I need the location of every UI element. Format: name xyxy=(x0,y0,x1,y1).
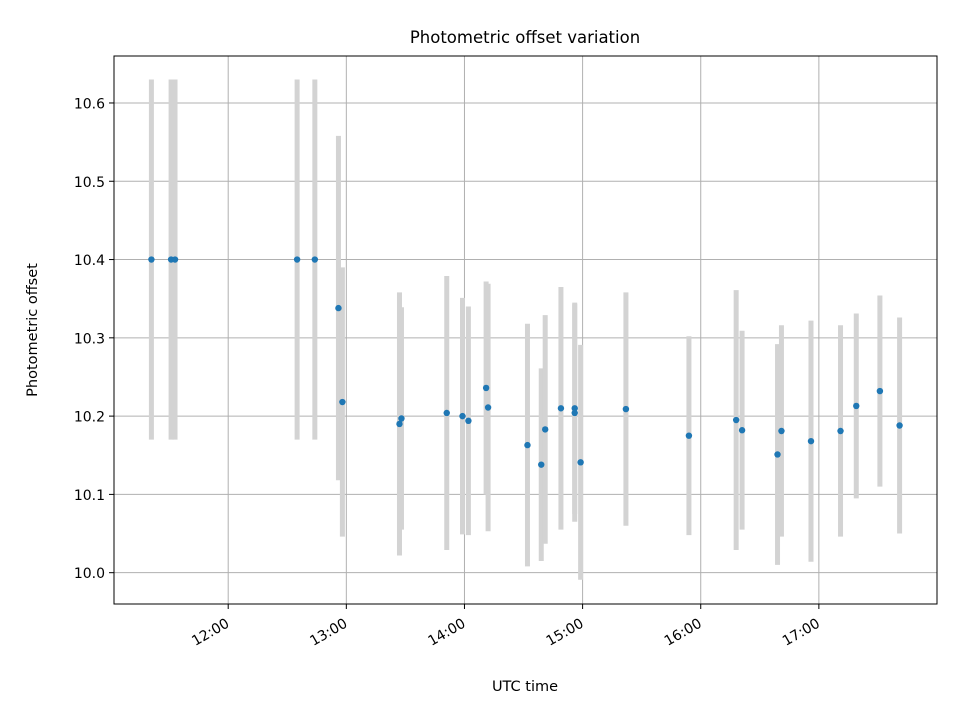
data-point xyxy=(557,405,565,412)
data-point xyxy=(577,459,584,466)
data-point xyxy=(896,422,903,429)
chart-title: Photometric offset variation xyxy=(410,28,640,47)
data-point xyxy=(571,409,578,417)
data-point xyxy=(778,427,785,435)
y-axis-ticks: 10.0 10.1 10.2 10.3 10.4 10.5 10.6 xyxy=(74,96,114,582)
data-point xyxy=(837,427,844,435)
data-point xyxy=(685,432,693,439)
data-point xyxy=(738,427,746,434)
data-point xyxy=(774,451,781,458)
data-point xyxy=(465,417,472,425)
y-tick-label: 10.4 xyxy=(74,253,105,269)
data-point xyxy=(339,398,346,406)
data-points xyxy=(148,256,903,468)
y-tick-label: 10.1 xyxy=(74,488,105,504)
data-point xyxy=(732,416,740,424)
data-point xyxy=(311,256,319,263)
data-point xyxy=(876,387,884,395)
data-point xyxy=(484,404,492,411)
data-point xyxy=(807,437,815,445)
data-point xyxy=(459,412,466,420)
y-tick-label: 10.5 xyxy=(74,175,105,191)
data-point xyxy=(148,256,155,263)
data-point xyxy=(398,415,405,422)
data-point xyxy=(171,256,179,263)
data-point xyxy=(293,256,301,263)
data-point xyxy=(538,461,545,468)
data-point xyxy=(396,420,403,428)
y-tick-label: 10.3 xyxy=(74,331,105,347)
data-point xyxy=(443,409,450,417)
y-tick-label: 10.6 xyxy=(74,96,105,112)
data-point xyxy=(335,304,342,312)
y-tick-label: 10.0 xyxy=(74,566,105,582)
data-point xyxy=(571,405,578,412)
y-axis-label: Photometric offset xyxy=(25,263,41,397)
grid-lines xyxy=(114,56,937,604)
x-axis-label: UTC time xyxy=(492,679,558,695)
y-tick-label: 10.2 xyxy=(74,410,105,426)
data-point xyxy=(482,384,490,392)
plot-frame xyxy=(113,55,938,605)
data-point xyxy=(622,405,630,413)
data-point xyxy=(853,402,860,410)
data-point xyxy=(541,426,549,433)
data-point xyxy=(524,441,531,449)
